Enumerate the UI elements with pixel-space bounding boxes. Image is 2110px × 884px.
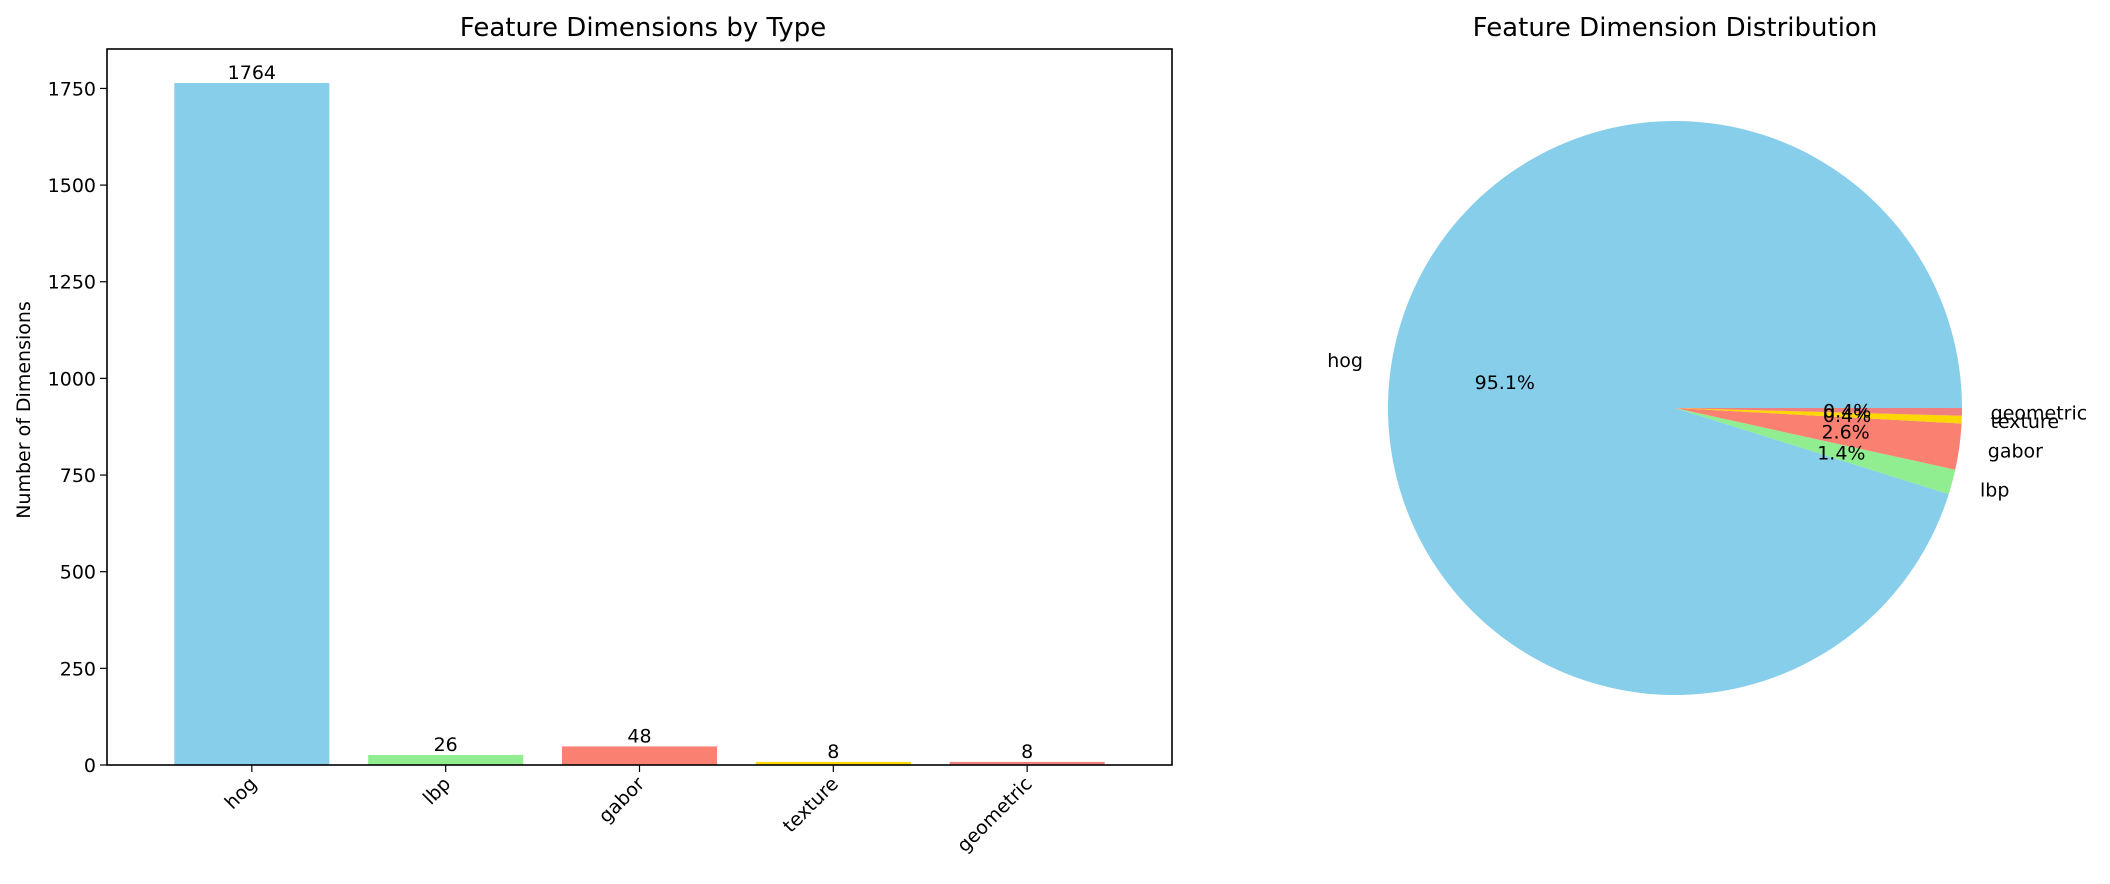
pie-chart: Feature Dimension Distribution hog 95.1% l…	[1327, 13, 2087, 695]
pie-category-label: geometric	[1991, 402, 2088, 424]
pie-percent-label: 1.4%	[1817, 442, 1865, 464]
y-tick-label: 750	[60, 465, 96, 487]
bar-value-label: 26	[434, 734, 458, 756]
bar-chart-title: Feature Dimensions by Type	[460, 13, 826, 43]
pie-percent-label: 95.1%	[1475, 372, 1535, 394]
bar-lbp	[368, 754, 524, 765]
y-tick-label: 0	[84, 755, 96, 777]
pie-category-label: hog	[1327, 350, 1363, 372]
y-tick-label: 250	[60, 658, 96, 680]
pie-slices	[1388, 120, 1962, 695]
bar-value-label: 8	[827, 741, 839, 763]
y-tick-label: 500	[60, 562, 96, 584]
y-tick-label: 1500	[48, 175, 96, 197]
pie-category-label: gabor	[1988, 441, 2043, 463]
bar-value-label: 48	[627, 725, 651, 747]
bar-chart-frame	[106, 48, 1173, 766]
bar-bars	[174, 83, 1105, 765]
bar-value-labels: 1764 26 48 8 8	[228, 62, 1034, 763]
y-tick-label: 1000	[48, 368, 96, 390]
bar-texture	[755, 761, 911, 765]
pie-category-label: texture	[1990, 411, 2059, 433]
pie-slice-lbp	[1675, 408, 1956, 495]
pie-slice-gabor	[1675, 408, 1962, 470]
pie-slice-hog	[1388, 120, 1962, 695]
pie-percent-label: 2.6%	[1821, 421, 1869, 443]
bar-y-ticks: 0 250 500 750 1000 1250 1500 1750	[48, 78, 107, 777]
bar-geometric	[949, 761, 1105, 765]
bar-chart-y-axis-label: Number of Dimensions	[13, 301, 35, 519]
pie-percent-label: 0.4%	[1823, 405, 1871, 427]
bar-gabor	[561, 746, 718, 765]
pie-percent-label: 0.4%	[1823, 400, 1871, 422]
pie-chart-title: Feature Dimension Distribution	[1473, 13, 1878, 43]
bar-value-label: 8	[1021, 741, 1033, 763]
pie-labels: hog 95.1% lbp 1.4% gabor 2.6% texture 0.4% geome…	[1327, 350, 2087, 501]
y-tick-label: 1750	[48, 78, 96, 100]
pie-slice-geometric	[1675, 408, 1962, 416]
pie-slice-texture	[1675, 408, 1962, 424]
bar-hog	[174, 83, 330, 765]
pie-category-label: lbp	[1980, 479, 2009, 501]
bar-value-label: 1764	[228, 62, 276, 84]
y-tick-label: 1250	[48, 272, 96, 294]
